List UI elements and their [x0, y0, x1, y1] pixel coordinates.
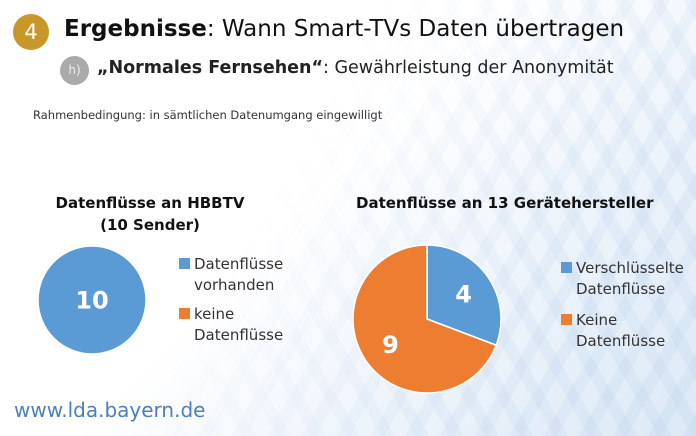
- chart1-title-line1: Datenflüsse an HBBTV: [55, 194, 245, 212]
- chart1-title-line2: (10 Sender): [100, 216, 200, 234]
- subtitle-rest: : Gewährleistung der Anonymität: [323, 58, 614, 78]
- legend-label: vorhanden: [194, 276, 275, 294]
- page-title: Ergebnisse: Wann Smart-TVs Daten übertra…: [64, 16, 624, 42]
- title-rest: : Wann Smart-TVs Daten übertragen: [206, 16, 625, 42]
- legend-label: Datenflüsse: [194, 255, 284, 273]
- website-link[interactable]: www.lda.bayern.de: [14, 398, 206, 422]
- legend-swatch: [179, 258, 190, 269]
- chart1-legend-item-0: Datenflüsse vorhanden: [179, 254, 283, 296]
- legend-label: Datenflüsse: [576, 332, 666, 350]
- chart2-title: Datenflüsse an 13 Gerätehersteller: [356, 194, 654, 212]
- chart1-title: Datenflüsse an HBBTV (10 Sender): [40, 192, 260, 236]
- legend-label: Verschlüsselte: [576, 259, 684, 277]
- section-number-badge: 4: [13, 14, 49, 50]
- legend-swatch: [561, 262, 572, 273]
- legend-label: Datenflüsse: [576, 280, 666, 298]
- chart2-slice-1: [352, 244, 498, 394]
- chart2-legend-item-1: Keine Datenflüsse: [561, 310, 665, 352]
- chart1-slice-0: [37, 245, 147, 355]
- chart1-legend-item-1: keine Datenflüsse: [179, 304, 283, 346]
- chart2-slice-0: [426, 244, 502, 347]
- chart1-data-label-0: 10: [75, 287, 108, 315]
- chart2-data-label-1: 9: [382, 331, 399, 359]
- legend-swatch: [561, 314, 572, 325]
- title-bold: Ergebnisse: [64, 16, 207, 42]
- legend-label: keine: [194, 305, 235, 323]
- chart2-data-label-0: 4: [455, 280, 472, 308]
- legend-label: Datenflüsse: [194, 326, 284, 344]
- subsection-badge: h): [60, 56, 89, 85]
- condition-text: Rahmenbedingung: in sämtlichen Datenumga…: [33, 108, 383, 122]
- subtitle-bold: „Normales Fernsehen“: [97, 58, 323, 78]
- legend-swatch: [179, 308, 190, 319]
- legend-label: Keine: [576, 311, 618, 329]
- chart2-legend-item-0: Verschlüsselte Datenflüsse: [561, 258, 684, 300]
- subtitle: „Normales Fernsehen“: Gewährleistung der…: [97, 58, 614, 78]
